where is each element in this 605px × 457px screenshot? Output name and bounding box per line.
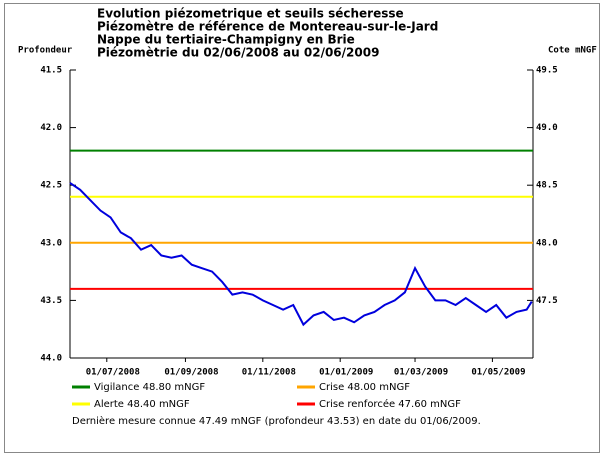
y2-tick-label: 49.0 (536, 123, 558, 133)
legend-label: Vigilance 48.80 mNGF (94, 382, 205, 393)
y-tick-label: 43.5 (40, 296, 62, 306)
y-tick-label: 42.5 (40, 181, 62, 191)
series-line (69, 182, 533, 327)
y-tick-label: 41.5 (40, 66, 62, 76)
y2-tick-label: 48.5 (536, 181, 558, 191)
title-line: Evolution piézometrique et seuils sécher… (97, 7, 404, 21)
y2-tick-label: 49.5 (536, 66, 558, 76)
legend-label: Crise 48.00 mNGF (319, 382, 410, 393)
title-line: Piézomètre de référence de Montereau-sur… (97, 20, 438, 34)
title-line: Piézomètrie du 02/06/2008 au 02/06/2009 (97, 46, 379, 60)
y2-axis-label: Cote mNGF (548, 46, 597, 56)
x-tick-label: 01/07/2008 (86, 368, 140, 378)
y2-tick-label: 48.0 (536, 238, 558, 248)
frame (4, 3, 600, 453)
y2-tick-label: 47.5 (536, 296, 558, 306)
legend-label: Alerte 48.40 mNGF (94, 399, 190, 410)
x-tick-label: 01/01/2009 (319, 368, 373, 378)
x-tick-label: 01/03/2009 (394, 368, 448, 378)
x-tick-label: 01/05/2009 (471, 368, 525, 378)
y-tick-label: 44.0 (40, 354, 62, 364)
y-axis-label: Profondeur (18, 46, 73, 56)
x-tick-label: 01/11/2008 (242, 368, 296, 378)
y-tick-label: 43.0 (40, 238, 62, 248)
y-tick-label: 42.0 (40, 123, 62, 133)
x-tick-label: 01/09/2008 (164, 368, 218, 378)
title-line: Nappe du tertiaire-Champigny en Brie (97, 33, 355, 47)
legend-label: Crise renforcée 47.60 mNGF (319, 398, 461, 410)
note: Dernière mesure connue 47.49 mNGF (profo… (72, 415, 481, 427)
